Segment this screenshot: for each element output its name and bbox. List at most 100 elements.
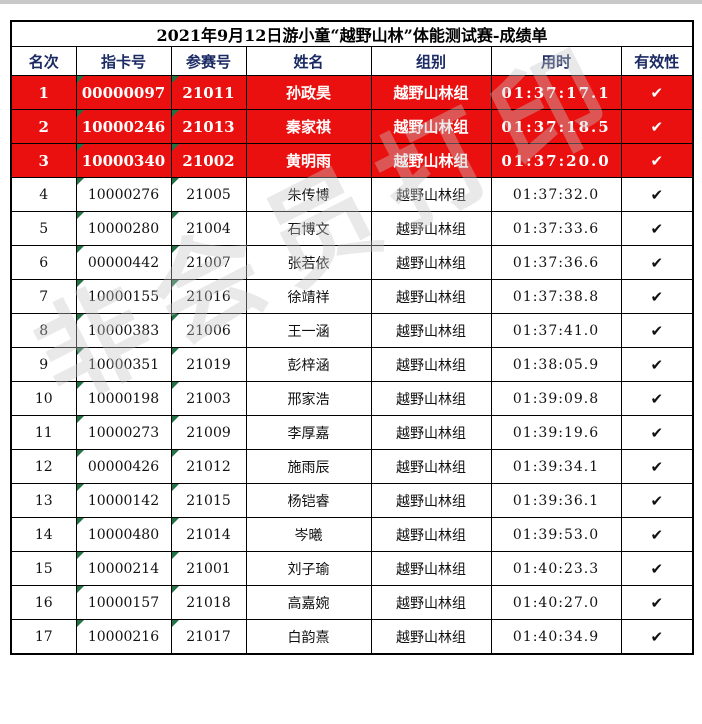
cell-group: 越野山林组 xyxy=(370,177,492,212)
col-header-rank: 名次 xyxy=(10,46,77,76)
cell-card-number: 10000216 xyxy=(75,619,172,655)
results-table: 2021年9月12日游小童“越野山林”体能测试赛-成绩单 名次 指卡号 参赛号 … xyxy=(10,20,694,655)
excel-green-triangle-icon xyxy=(172,484,179,491)
check-icon: ✔ xyxy=(650,117,664,136)
cell-bib-number: 21015 xyxy=(170,483,247,518)
col-header-bib: 参赛号 xyxy=(170,46,247,76)
cell-bib-number: 21019 xyxy=(170,347,247,382)
cell-validity: ✔ xyxy=(620,449,694,484)
cell-card-number: 10000198 xyxy=(75,381,172,416)
cell-rank: 1 xyxy=(10,75,77,110)
check-icon: ✔ xyxy=(650,593,664,612)
cell-rank: 3 xyxy=(10,143,77,178)
table-row: 12 00000426 21012 施雨辰 越野山林组 01:39:34.1 ✔ xyxy=(10,449,694,484)
table-row: 15 10000214 21001 刘子瑜 越野山林组 01:40:23.3 ✔ xyxy=(10,551,694,586)
cell-group: 越野山林组 xyxy=(370,143,492,178)
table-row: 10 10000198 21003 邢家浩 越野山林组 01:39:09.8 ✔ xyxy=(10,381,694,416)
excel-green-triangle-icon xyxy=(172,76,179,83)
table-header-row: 名次 指卡号 参赛号 姓名 组别 用时 有效性 xyxy=(10,46,694,76)
cell-time: 01:37:18.5 xyxy=(490,109,622,144)
excel-green-triangle-icon xyxy=(172,178,179,185)
cell-card-number: 10000142 xyxy=(75,483,172,518)
cell-group: 越野山林组 xyxy=(370,313,492,348)
excel-green-triangle-icon xyxy=(77,76,84,83)
excel-green-triangle-icon xyxy=(77,586,84,593)
cell-bib-number: 21004 xyxy=(170,211,247,246)
cell-rank: 6 xyxy=(10,245,77,280)
cell-validity: ✔ xyxy=(620,313,694,348)
cell-group: 越野山林组 xyxy=(370,211,492,246)
cell-name: 孙政昊 xyxy=(245,75,372,110)
cell-validity: ✔ xyxy=(620,347,694,382)
table-row: 1 00000097 21011 孙政昊 越野山林组 01:37:17.1 ✔ xyxy=(10,75,694,110)
window-top-edge xyxy=(0,0,702,4)
excel-green-triangle-icon xyxy=(172,518,179,525)
excel-green-triangle-icon xyxy=(172,382,179,389)
cell-rank: 5 xyxy=(10,211,77,246)
excel-green-triangle-icon xyxy=(77,416,84,423)
check-icon: ✔ xyxy=(650,559,664,578)
excel-green-triangle-icon xyxy=(77,212,84,219)
cell-name: 石博文 xyxy=(245,211,372,246)
excel-green-triangle-icon xyxy=(77,246,84,253)
excel-green-triangle-icon xyxy=(172,212,179,219)
excel-green-triangle-icon xyxy=(77,484,84,491)
cell-name: 秦家祺 xyxy=(245,109,372,144)
excel-green-triangle-icon xyxy=(77,110,84,117)
cell-bib-number: 21005 xyxy=(170,177,247,212)
excel-green-triangle-icon xyxy=(172,348,179,355)
excel-green-triangle-icon xyxy=(172,450,179,457)
table-row: 7 10000155 21016 徐靖祥 越野山林组 01:37:38.8 ✔ xyxy=(10,279,694,314)
cell-name: 邢家浩 xyxy=(245,381,372,416)
cell-card-number: 00000097 xyxy=(75,75,172,110)
cell-rank: 4 xyxy=(10,177,77,212)
excel-green-triangle-icon xyxy=(172,110,179,117)
table-row: 6 00000442 21007 张若依 越野山林组 01:37:36.6 ✔ xyxy=(10,245,694,280)
cell-bib-number: 21018 xyxy=(170,585,247,620)
table-row: 2 10000246 21013 秦家祺 越野山林组 01:37:18.5 ✔ xyxy=(10,109,694,144)
cell-time: 01:37:41.0 xyxy=(490,313,622,348)
cell-card-number: 10000214 xyxy=(75,551,172,586)
table-row: 3 10000340 21002 黄明雨 越野山林组 01:37:20.0 ✔ xyxy=(10,143,694,178)
excel-green-triangle-icon xyxy=(77,348,84,355)
cell-name: 王一涵 xyxy=(245,313,372,348)
cell-card-number: 10000351 xyxy=(75,347,172,382)
excel-green-triangle-icon xyxy=(77,178,84,185)
excel-green-triangle-icon xyxy=(172,552,179,559)
excel-green-triangle-icon xyxy=(172,246,179,253)
cell-name: 黄明雨 xyxy=(245,143,372,178)
cell-group: 越野山林组 xyxy=(370,415,492,450)
cell-rank: 9 xyxy=(10,347,77,382)
cell-time: 01:39:19.6 xyxy=(490,415,622,450)
cell-time: 01:37:20.0 xyxy=(490,143,622,178)
cell-validity: ✔ xyxy=(620,211,694,246)
cell-bib-number: 21011 xyxy=(170,75,247,110)
cell-rank: 13 xyxy=(10,483,77,518)
cell-validity: ✔ xyxy=(620,381,694,416)
cell-time: 01:39:36.1 xyxy=(490,483,622,518)
cell-card-number: 10000246 xyxy=(75,109,172,144)
col-header-group: 组别 xyxy=(370,46,492,76)
excel-green-triangle-icon xyxy=(172,280,179,287)
cell-card-number: 10000276 xyxy=(75,177,172,212)
cell-bib-number: 21007 xyxy=(170,245,247,280)
excel-green-triangle-icon xyxy=(172,144,179,151)
check-icon: ✔ xyxy=(650,151,664,170)
sheet-title: 2021年9月12日游小童“越野山林”体能测试赛-成绩单 xyxy=(10,20,694,47)
cell-name: 张若依 xyxy=(245,245,372,280)
cell-time: 01:37:36.6 xyxy=(490,245,622,280)
table-row: 4 10000276 21005 朱传博 越野山林组 01:37:32.0 ✔ xyxy=(10,177,694,212)
cell-time: 01:39:53.0 xyxy=(490,517,622,552)
cell-card-number: 10000340 xyxy=(75,143,172,178)
cell-card-number: 10000280 xyxy=(75,211,172,246)
excel-green-triangle-icon xyxy=(77,144,84,151)
excel-green-triangle-icon xyxy=(77,280,84,287)
table-row: 14 10000480 21014 岑曦 越野山林组 01:39:53.0 ✔ xyxy=(10,517,694,552)
cell-validity: ✔ xyxy=(620,143,694,178)
excel-green-triangle-icon xyxy=(77,450,84,457)
cell-validity: ✔ xyxy=(620,551,694,586)
cell-bib-number: 21016 xyxy=(170,279,247,314)
cell-bib-number: 21009 xyxy=(170,415,247,450)
cell-name: 徐靖祥 xyxy=(245,279,372,314)
